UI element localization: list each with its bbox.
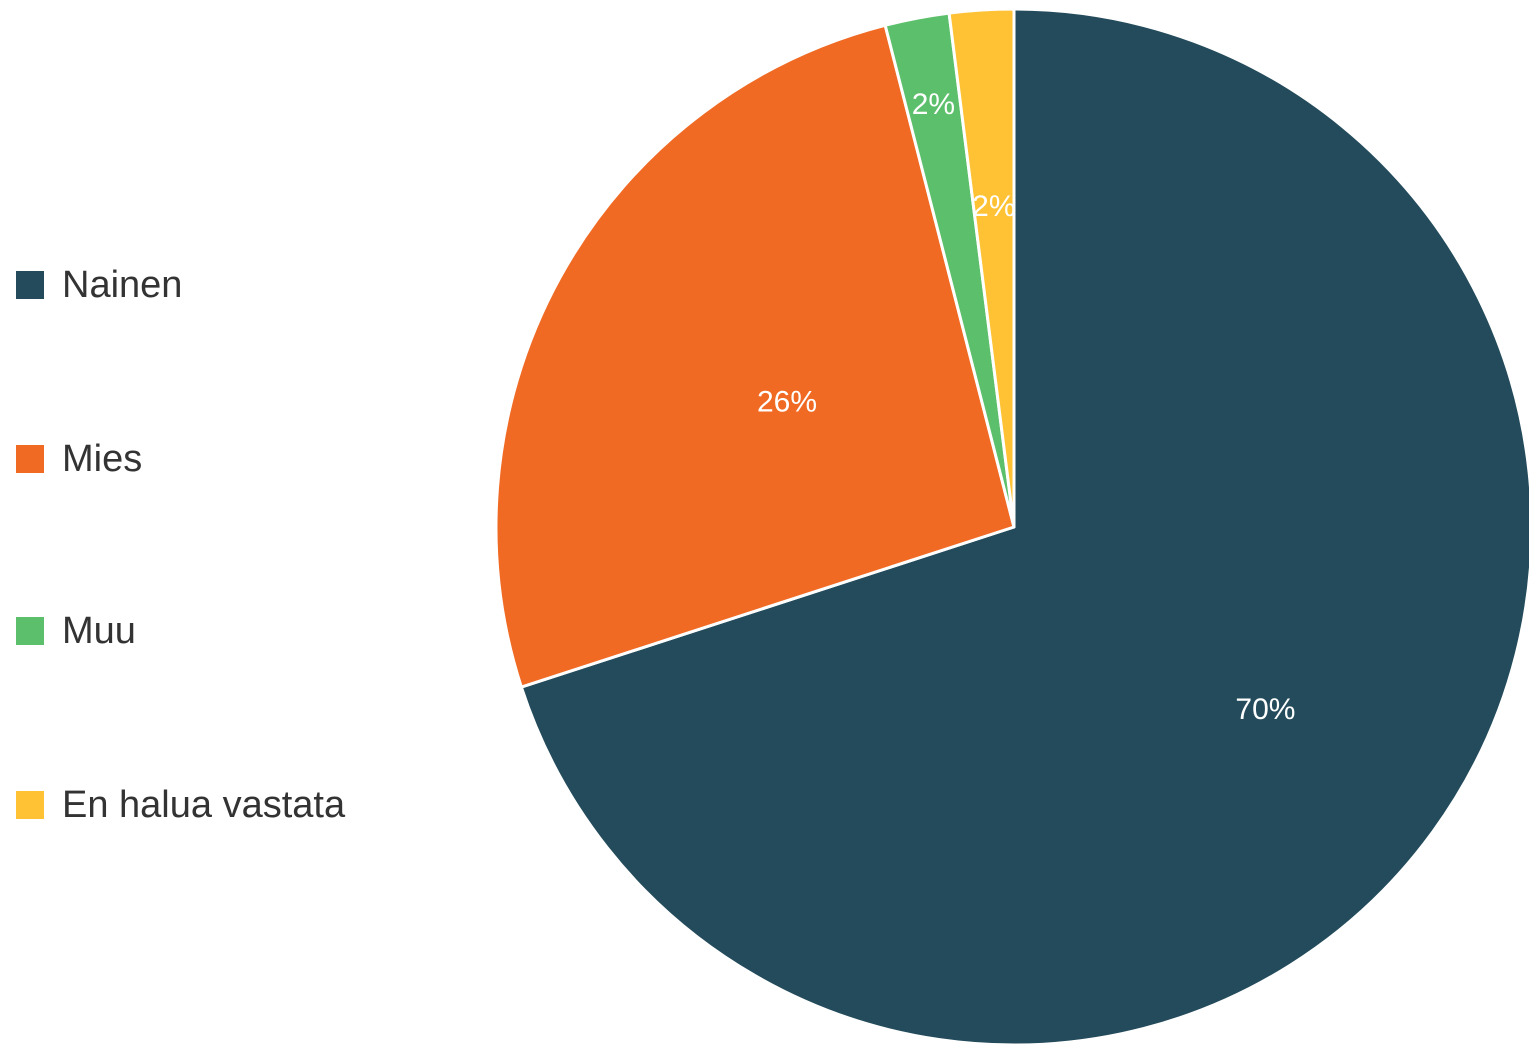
legend-item-nainen: Nainen <box>16 255 182 315</box>
pie-slice-nainen <box>519 7 1529 1047</box>
pie-slice-mies <box>494 23 1016 689</box>
legend-swatch-nainen <box>16 271 44 299</box>
legend-item-en-halua-vastata: En halua vastata <box>16 775 345 835</box>
legend-label-mies: Mies <box>62 438 143 480</box>
data-label-muu: 2% <box>912 88 955 121</box>
data-label-mies: 26% <box>757 386 817 419</box>
legend-label-nainen: Nainen <box>62 264 183 306</box>
legend-swatch-muu <box>16 617 44 645</box>
legend-label-en-halua-vastata: En halua vastata <box>62 784 346 826</box>
legend-label-muu: Muu <box>62 610 136 652</box>
legend-swatch-en-halua-vastata <box>16 791 44 819</box>
pie-slice-en-halua-vastata <box>947 7 1016 529</box>
data-label-en-halua-vastata: 2% <box>972 190 1015 223</box>
legend-item-mies: Mies <box>16 429 142 489</box>
legend-item-muu: Muu <box>16 601 136 661</box>
legend-swatch-mies <box>16 445 44 473</box>
data-label-nainen: 70% <box>1235 693 1295 726</box>
